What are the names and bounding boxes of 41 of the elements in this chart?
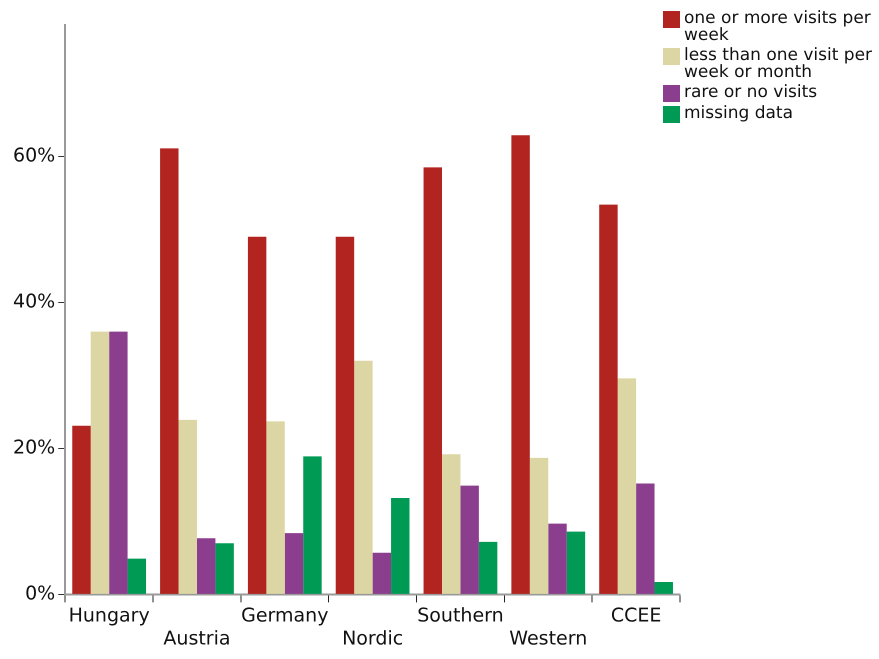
bar [215,543,234,594]
legend-label: rare or no visits [684,82,818,102]
bar [354,360,373,594]
bar [372,552,392,594]
bar [566,532,586,594]
bar [336,236,354,594]
y-tick-label: 0% [25,582,56,604]
bar [266,421,285,594]
legend-label: missing data [684,103,793,123]
bar [654,582,673,594]
bar [599,204,618,594]
x-tick-label: Western [509,628,588,650]
x-tick-label: Nordic [342,628,404,650]
bar [636,483,655,594]
bar [284,533,304,594]
bar [548,524,567,594]
bar [178,420,197,594]
bar [618,378,636,594]
bar [90,332,110,594]
x-tick-label: Hungary [68,604,150,627]
x-tick-label: CCEE [610,604,662,627]
bar [478,542,498,594]
bar [196,538,216,594]
y-tick-label: 20% [12,436,56,458]
bar [391,498,410,594]
bar [248,236,266,594]
bar [511,135,530,594]
y-tick-label: 40% [12,290,56,312]
bar [442,454,460,594]
bar [303,456,322,594]
bar [72,426,91,594]
bar [160,148,179,594]
bar [460,486,479,594]
x-tick-label: Austria [163,628,231,650]
y-tick-label: 60% [12,144,56,166]
bar [109,332,128,594]
x-tick-label: Southern [417,604,504,627]
bar [424,167,442,594]
x-tick-label: Germany [241,604,328,627]
bar [128,558,146,594]
bar [530,458,548,594]
